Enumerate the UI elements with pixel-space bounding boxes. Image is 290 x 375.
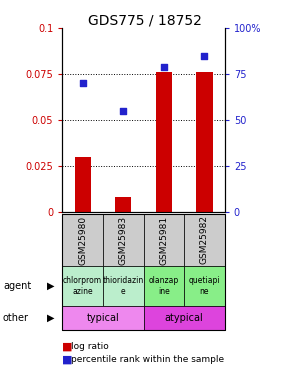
- Text: olanzap
ine: olanzap ine: [149, 276, 179, 296]
- Point: [121, 108, 126, 114]
- Text: thioridazin
e: thioridazin e: [103, 276, 144, 296]
- Text: ■: ■: [62, 354, 73, 364]
- Bar: [196, 72, 213, 212]
- Text: agent: agent: [3, 281, 31, 291]
- Text: GSM25981: GSM25981: [159, 215, 168, 265]
- Text: GDS775 / 18752: GDS775 / 18752: [88, 13, 202, 27]
- Bar: [115, 197, 131, 212]
- Text: GSM25982: GSM25982: [200, 216, 209, 264]
- Text: quetiapi
ne: quetiapi ne: [188, 276, 220, 296]
- Text: GSM25983: GSM25983: [119, 215, 128, 265]
- Text: ▶: ▶: [47, 281, 55, 291]
- Text: GSM25980: GSM25980: [78, 215, 87, 265]
- Text: percentile rank within the sample: percentile rank within the sample: [71, 355, 224, 364]
- Text: log ratio: log ratio: [71, 342, 109, 351]
- Text: chlorprom
azine: chlorprom azine: [63, 276, 102, 296]
- Point: [162, 64, 166, 70]
- Point: [202, 53, 207, 59]
- Text: other: other: [3, 313, 29, 323]
- Point: [80, 80, 85, 86]
- Text: ■: ■: [62, 342, 73, 352]
- Text: ▶: ▶: [47, 313, 55, 323]
- Text: atypical: atypical: [165, 313, 204, 323]
- Bar: [156, 72, 172, 212]
- Text: typical: typical: [87, 313, 119, 323]
- Bar: [75, 157, 91, 212]
